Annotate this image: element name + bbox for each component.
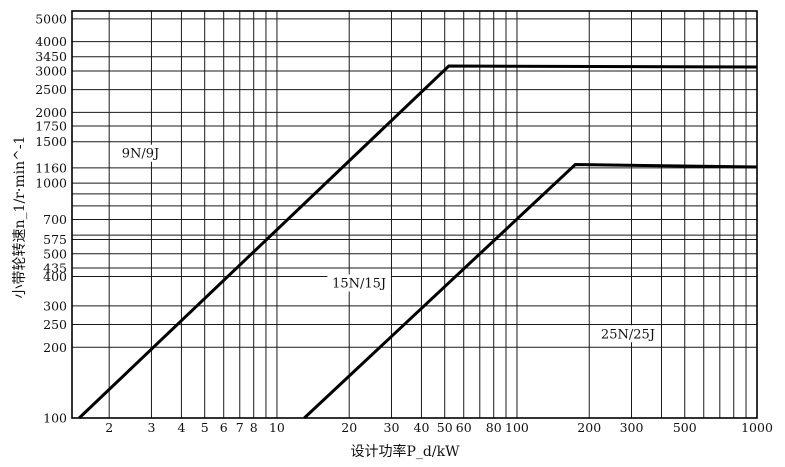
y-tick-label: 1750 [35, 118, 67, 133]
x-tick-label: 4 [177, 420, 185, 435]
series-line-1 [78, 64, 758, 420]
x-tick-label: 200 [577, 420, 601, 435]
tick-layer: 2 3 4 5 6 7 8 10 20 30 40 50 60 80 100 200 300 500 1000100… [35, 11, 773, 435]
y-tick-label: 2500 [35, 82, 67, 97]
x-tick-label: 8 [250, 420, 258, 435]
label-layer: 9N/9J 15N/15J 25N/25J [116, 144, 660, 343]
region-label: 9N/9J [122, 147, 160, 162]
x-tick-label: 6 [220, 420, 228, 435]
x-tick-label: 7 [236, 420, 244, 435]
x-tick-label: 40 [414, 420, 430, 435]
x-axis-title: 设计功率P_d/kW [351, 443, 461, 460]
x-tick-label: 300 [620, 420, 644, 435]
x-tick-label: 50 [437, 420, 453, 435]
y-tick-label: 2000 [35, 105, 67, 120]
y-tick-label: 500 [43, 246, 67, 261]
plot-frame [71, 10, 758, 419]
y-axis-title: 小带轮转速n_1/r·min^-1 [12, 136, 28, 299]
y-tick-label: 435 [43, 260, 67, 275]
x-tick-label: 30 [384, 420, 400, 435]
y-tick-label: 5000 [35, 11, 67, 26]
series-line-2 [303, 162, 758, 420]
plot-border [71, 10, 758, 419]
y-tick-label: 1000 [35, 176, 67, 191]
region-label: 15N/15J [332, 277, 386, 292]
region-label-background [327, 274, 391, 292]
x-tick-label: 5 [201, 420, 209, 435]
x-tick-label: 20 [341, 420, 357, 435]
y-tick-label: 400 [43, 269, 67, 284]
x-tick-label: 100 [505, 420, 529, 435]
y-tick-label: 100 [43, 411, 67, 426]
y-tick-label: 4000 [35, 34, 67, 49]
x-tick-label: 10 [269, 420, 285, 435]
region-label: 25N/25J [601, 327, 655, 342]
x-tick-label: 1000 [741, 420, 773, 435]
y-tick-label: 1160 [35, 160, 67, 175]
y-tick-label: 1500 [35, 134, 67, 149]
y-tick-label: 700 [43, 212, 67, 227]
y-tick-label: 3450 [35, 49, 67, 64]
x-tick-label: 3 [147, 420, 155, 435]
region-label-background [116, 144, 164, 162]
x-tick-label: 60 [456, 420, 472, 435]
grid-layer [72, 11, 758, 419]
y-tick-label: 3000 [35, 63, 67, 78]
series-layer [78, 64, 758, 420]
x-tick-label: 2 [105, 420, 113, 435]
y-tick-label: 250 [43, 317, 67, 332]
y-tick-label: 300 [43, 298, 67, 313]
y-tick-label: 575 [43, 232, 67, 247]
x-tick-label: 500 [673, 420, 697, 435]
region-label-background [596, 325, 660, 343]
y-tick-label: 200 [43, 340, 67, 355]
x-tick-label: 80 [486, 420, 502, 435]
